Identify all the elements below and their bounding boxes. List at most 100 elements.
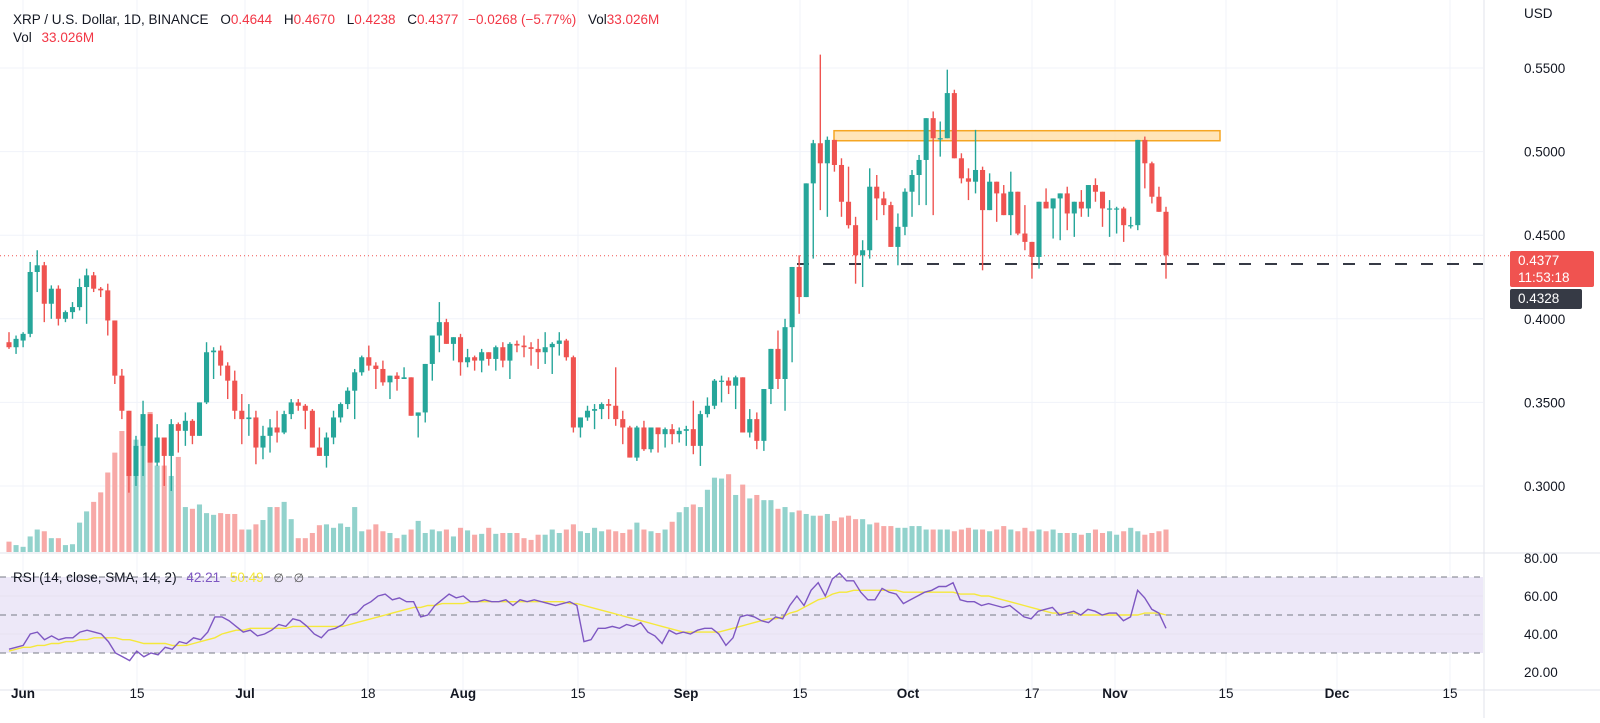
- candle: [13, 338, 19, 348]
- volume-bar: [352, 507, 358, 552]
- candle: [697, 414, 703, 446]
- volume-bar: [13, 545, 19, 552]
- rsi-tick: 80.00: [1524, 551, 1558, 566]
- candle: [662, 429, 668, 435]
- candle: [203, 352, 210, 403]
- candle: [126, 410, 132, 476]
- candle: [726, 380, 732, 386]
- volume-bar: [697, 507, 703, 552]
- volume-bar: [359, 531, 365, 552]
- candle: [867, 186, 873, 251]
- open-label: O: [220, 12, 231, 27]
- candle: [105, 290, 111, 321]
- candle: [775, 348, 781, 379]
- volume-bar: [267, 507, 273, 552]
- volume-bar: [486, 527, 492, 552]
- candle: [147, 414, 153, 463]
- candle: [422, 363, 428, 413]
- rsi-axis[interactable]: 80.00 60.00 40.00 20.00: [1524, 551, 1558, 680]
- volume-bar: [683, 507, 689, 552]
- volume-bar: [232, 513, 238, 552]
- candle: [655, 427, 661, 435]
- price-axis[interactable]: 0.5500 0.5000 0.4500 0.4000 0.3500 0.3000: [1524, 61, 1565, 494]
- candle: [916, 159, 922, 176]
- candle: [782, 327, 788, 379]
- candle: [281, 414, 287, 433]
- candle: [853, 225, 859, 256]
- volume-bar: [584, 532, 591, 552]
- time-tick: Sep: [674, 686, 699, 701]
- candle: [1015, 191, 1021, 234]
- volume-bar: [472, 534, 478, 552]
- candle: [380, 368, 386, 383]
- candle: [246, 417, 252, 420]
- candle: [951, 93, 957, 159]
- volume-bar: [112, 452, 118, 552]
- volume-bar: [443, 529, 449, 552]
- volume-bar: [895, 527, 901, 552]
- candle: [803, 183, 809, 298]
- candle: [41, 265, 47, 304]
- time-axis[interactable]: Jun 15 Jul 18 Aug 15 Sep 15 Oct 17 Nov 15 Dec 15: [11, 686, 1458, 701]
- time-tick: 15: [1218, 686, 1233, 701]
- resistance-zone[interactable]: [833, 129, 1221, 142]
- low-label: L: [346, 12, 355, 27]
- volume-bar: [154, 465, 160, 552]
- candle: [457, 337, 464, 363]
- volume-bar: [719, 478, 725, 552]
- candle: [366, 357, 372, 366]
- volume-bar: [1001, 526, 1007, 552]
- candle: [1008, 191, 1014, 216]
- candle: [55, 288, 61, 319]
- volume-bar: [62, 545, 68, 552]
- volume-bar: [634, 522, 640, 552]
- volume-bar: [493, 533, 499, 552]
- volume-bar: [253, 524, 259, 552]
- price-tick: 0.5000: [1524, 145, 1565, 160]
- volume-bar: [556, 532, 562, 552]
- time-tick: 15: [1442, 686, 1457, 701]
- volume-bar: [726, 474, 732, 552]
- volume-bar: [951, 531, 957, 552]
- candle: [577, 417, 583, 428]
- volume-bar: [34, 529, 40, 552]
- candle: [972, 169, 979, 182]
- volume-bar: [203, 513, 210, 552]
- volume-bar: [796, 510, 802, 552]
- volume-bar: [1142, 534, 1148, 552]
- time-tick: 18: [360, 686, 375, 701]
- volume-legend: Vol 33.026M: [13, 30, 94, 45]
- candle: [1029, 241, 1035, 257]
- candle: [352, 372, 358, 391]
- candle: [486, 352, 492, 359]
- candle: [1050, 198, 1056, 209]
- vol-label: Vol: [587, 12, 607, 27]
- candle: [189, 420, 195, 436]
- candle: [260, 435, 266, 448]
- volume-bar: [316, 525, 322, 552]
- candle: [796, 266, 802, 298]
- volume-bar: [1029, 531, 1035, 552]
- volume-bar: [196, 504, 203, 552]
- volume-bar: [140, 431, 146, 552]
- candle: [980, 169, 986, 211]
- candle: [888, 205, 894, 247]
- open-value: 0.4644: [230, 12, 273, 27]
- candle: [563, 340, 569, 358]
- candle: [175, 424, 181, 431]
- volume-bar: [1050, 529, 1056, 552]
- candle: [77, 287, 83, 308]
- candle: [295, 402, 301, 406]
- horizontal-line-price-tag: 0.4328: [1510, 289, 1582, 309]
- volume-bar: [246, 529, 252, 552]
- volume-bar: [1043, 531, 1049, 552]
- candle: [232, 380, 238, 411]
- candle: [648, 427, 654, 450]
- last-price-value: 0.4377: [1518, 253, 1560, 268]
- volume-bar: [761, 500, 767, 552]
- candle: [895, 226, 901, 247]
- volume-bar: [479, 533, 485, 552]
- rsi-tick: 60.00: [1524, 589, 1558, 604]
